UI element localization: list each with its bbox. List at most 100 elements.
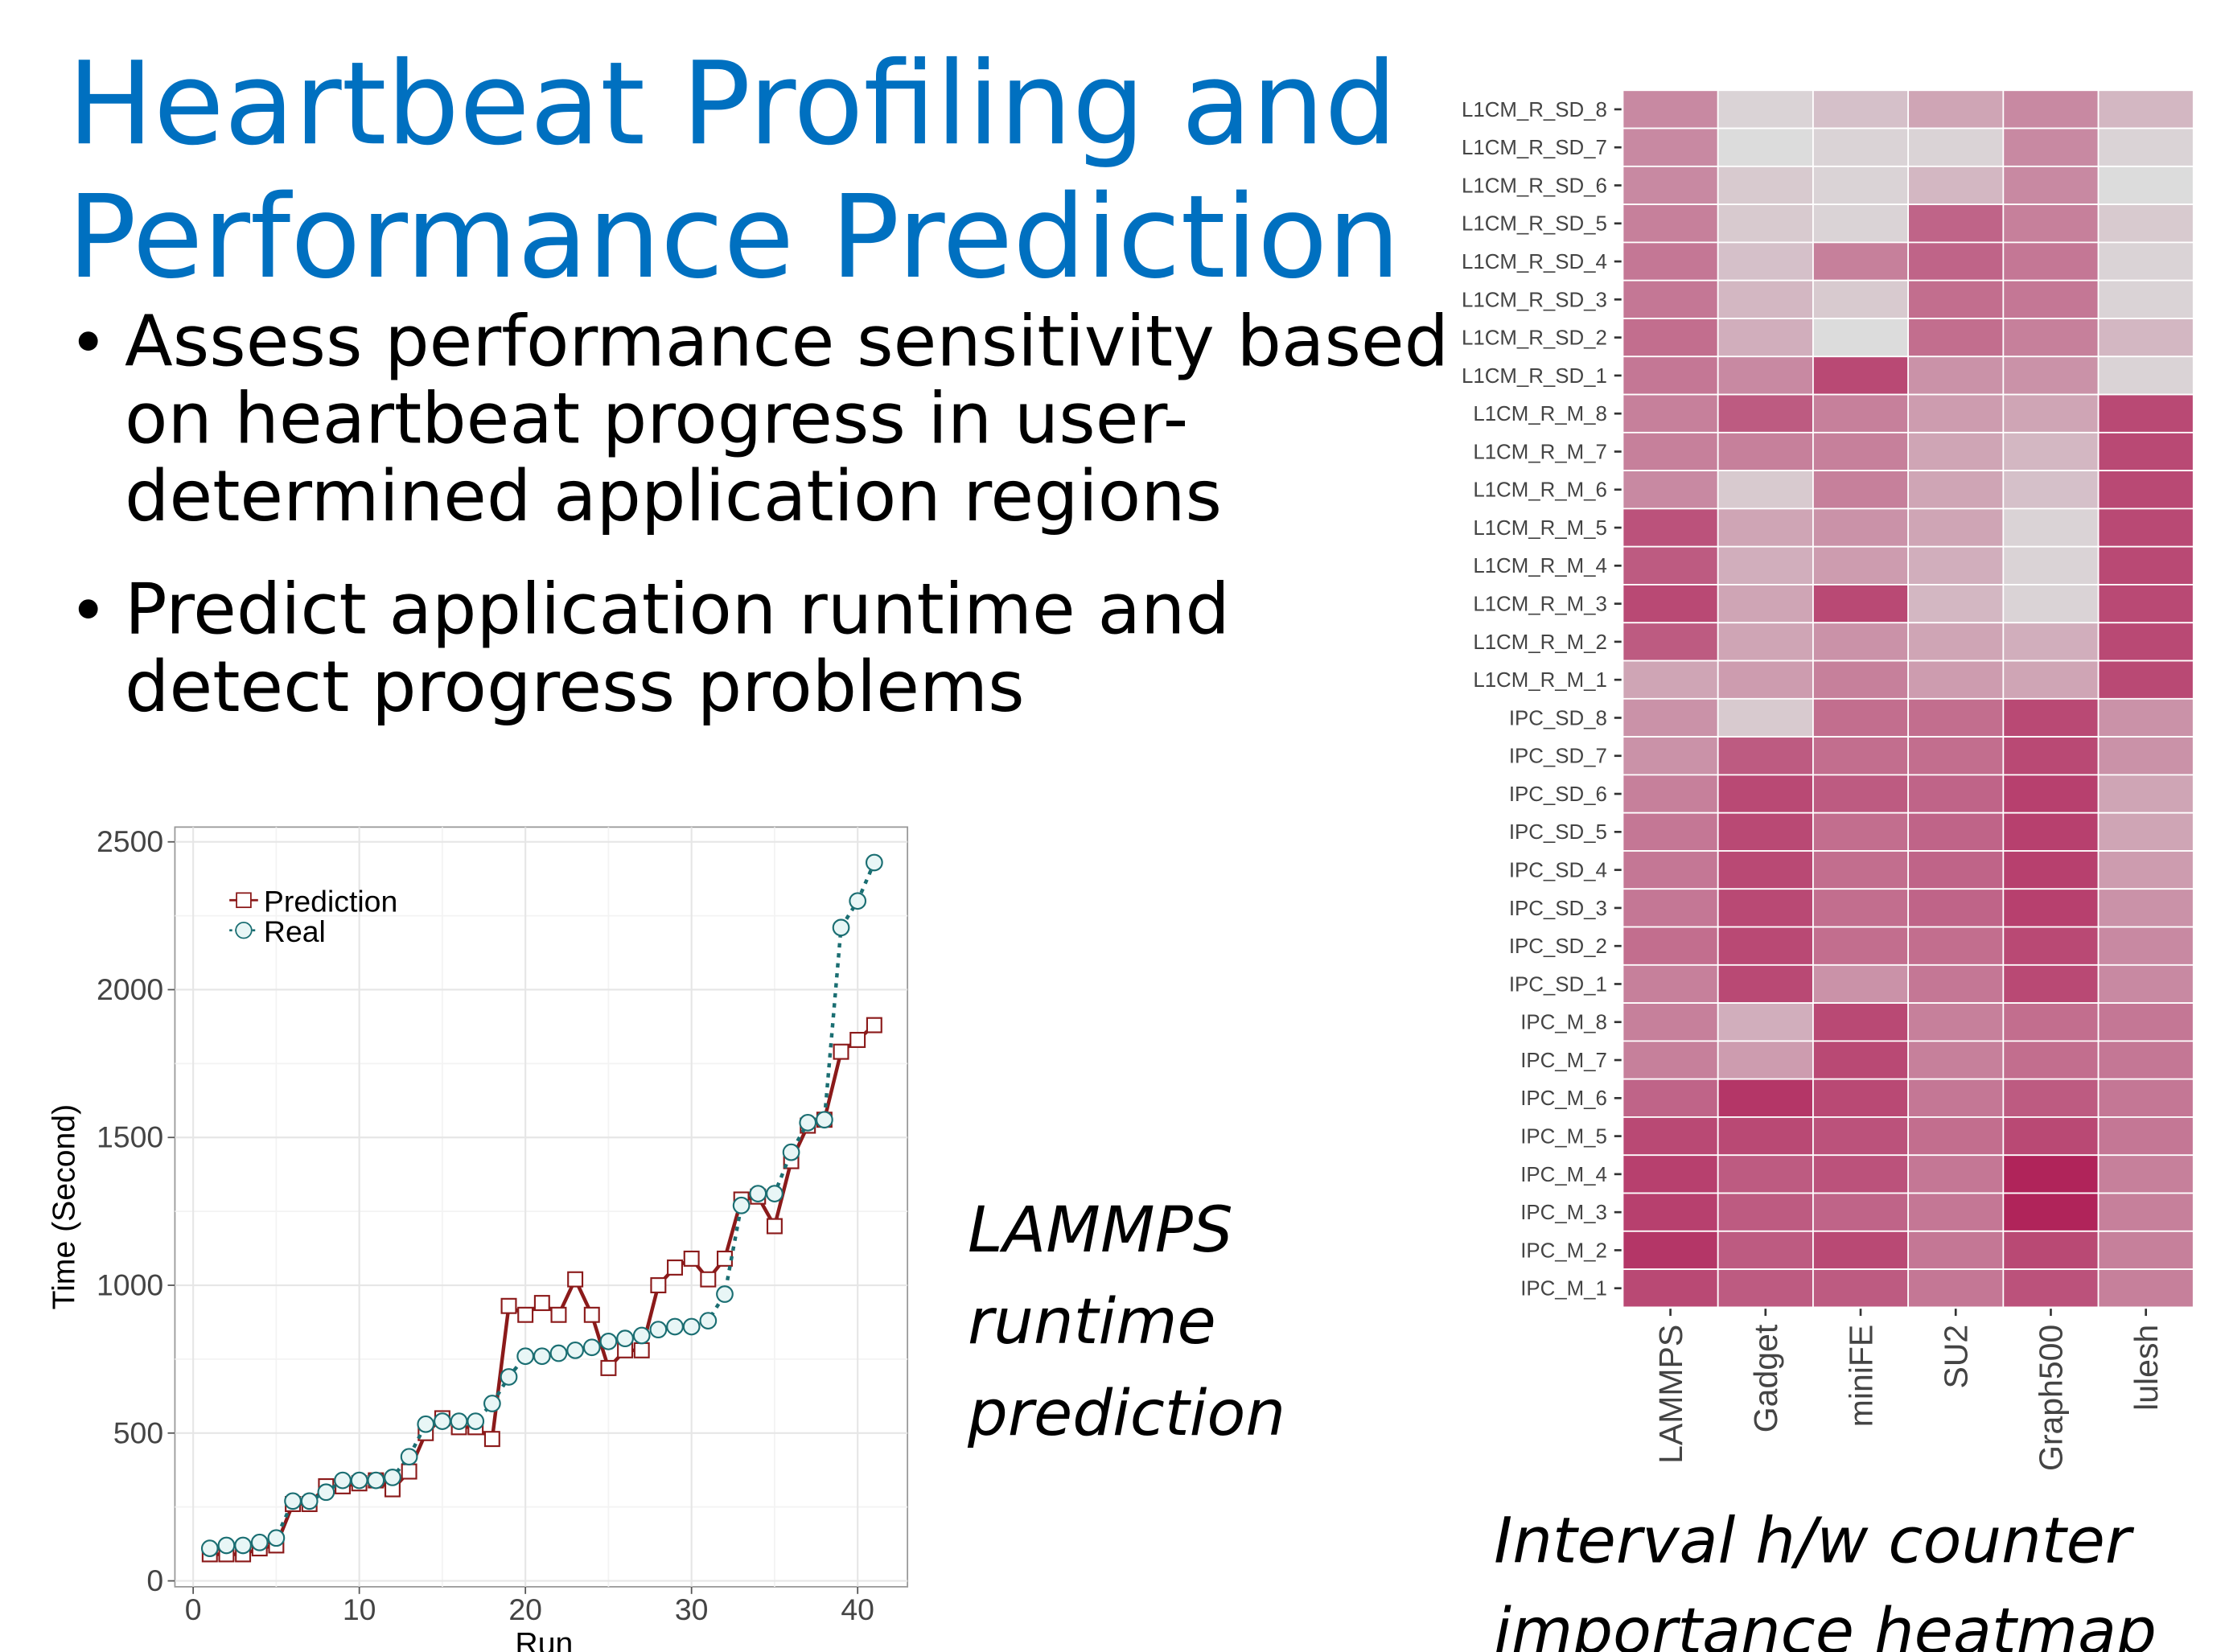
marker [833, 1043, 849, 1060]
heatmap-cell [1717, 508, 1814, 548]
marker [649, 1321, 668, 1339]
heatmap-cell [1717, 355, 1814, 396]
heatmap-cell [1622, 393, 1719, 434]
x-tick-label: 10 [343, 1592, 376, 1626]
marker [384, 1469, 401, 1486]
heatmap-cell [1622, 1002, 1719, 1042]
heatmap-cell [1717, 697, 1814, 738]
heatmap-cell [1717, 888, 1814, 928]
heatmap-cell [1717, 1230, 1814, 1270]
heatmap-cell [1717, 1002, 1814, 1042]
heatmap-cell [1717, 431, 1814, 472]
y-tick-label: 1500 [97, 1120, 163, 1154]
bullet-text: Predict application runtime and [125, 569, 1230, 651]
heatmap-cell [1812, 1154, 1910, 1194]
y-tick-label: IPC_SD_2 [1509, 935, 1607, 958]
heatmap-cell [1812, 926, 1910, 966]
heatmap-cell [1907, 470, 2005, 510]
marker [667, 1259, 684, 1276]
marker [632, 1326, 651, 1345]
heatmap-cell [2002, 393, 2100, 434]
y-tick-label: 2500 [97, 824, 163, 858]
heatmap-cell [2097, 89, 2194, 129]
marker [300, 1492, 319, 1510]
heatmap-cell [2002, 622, 2100, 662]
heatmap-cell [2002, 660, 2100, 700]
marker [500, 1368, 518, 1386]
heatmap-cell [1812, 165, 1910, 206]
heatmap-cell [1717, 89, 1814, 129]
x-tick-label: miniFE [1842, 1325, 1879, 1428]
y-tick-label: L1CM_R_M_7 [1473, 441, 1607, 463]
heatmap-cell [2002, 279, 2100, 319]
heatmap-cell [2097, 697, 2194, 738]
marker [650, 1277, 667, 1294]
y-tick-label: 0 [146, 1564, 163, 1597]
heatmap-cell [1622, 165, 1719, 206]
heatmap-cell [1622, 203, 1719, 244]
marker [567, 1271, 584, 1288]
heatmap-cell [1907, 584, 2005, 624]
heatmap-cell [2097, 127, 2194, 167]
marker [866, 1017, 882, 1034]
x-tick-label: 20 [508, 1592, 542, 1626]
heatmap-cell [2002, 89, 2100, 129]
y-tick-label: IPC_M_1 [1520, 1278, 1607, 1301]
marker [682, 1317, 701, 1336]
heatmap-cell [2002, 926, 2100, 966]
y-tick-label: 500 [113, 1416, 163, 1449]
y-tick-label: IPC_SD_1 [1509, 973, 1607, 996]
y-axis-label: Time (Second) [47, 1104, 82, 1310]
marker [549, 1344, 568, 1362]
y-tick-label: IPC_SD_5 [1509, 821, 1607, 844]
heatmap-cell [2097, 318, 2194, 358]
heatmap-cell [1907, 660, 2005, 700]
heatmap-cell [1812, 393, 1910, 434]
heatmap-cell [1622, 1078, 1719, 1118]
marker [317, 1483, 335, 1502]
marker [200, 1539, 219, 1558]
marker [599, 1332, 618, 1350]
heatmap-cell [2097, 660, 2194, 700]
heatmap-cell [2002, 964, 2100, 1004]
heatmap-cell [2002, 774, 2100, 814]
heatmap-cell [1907, 888, 2005, 928]
heatmap-cell [2097, 1268, 2194, 1309]
heatmap-cell [2097, 393, 2194, 434]
y-tick-label: IPC_SD_6 [1509, 783, 1607, 806]
heatmap-cell [2097, 355, 2194, 396]
heatmap-cell [2002, 736, 2100, 776]
heatmap-cell [1812, 279, 1910, 319]
y-tick-label: IPC_M_8 [1520, 1012, 1607, 1034]
marker [517, 1306, 534, 1323]
marker [516, 1347, 535, 1366]
marker [400, 1448, 418, 1466]
marker [865, 853, 883, 872]
heatmap-cell [2002, 1230, 2100, 1270]
heatmap-cell [2002, 888, 2100, 928]
heatmap-cell [1622, 812, 1719, 852]
caption: prediction [967, 1377, 1285, 1450]
y-tick-label: 1000 [97, 1268, 163, 1301]
heatmap-cell [1812, 736, 1910, 776]
marker [334, 1471, 352, 1490]
y-tick-label: IPC_SD_8 [1509, 707, 1607, 729]
heatmap-cell [1622, 1230, 1719, 1270]
heatmap-cell [1717, 774, 1814, 814]
heatmap-cell [2097, 926, 2194, 966]
heatmap-cell [2097, 241, 2194, 281]
x-tick-label: lulesh [2128, 1325, 2165, 1411]
marker [533, 1295, 550, 1312]
marker [849, 1031, 866, 1048]
heatmap-cell [1907, 1154, 2005, 1194]
heatmap-cell [1907, 774, 2005, 814]
heatmap-cell [1622, 697, 1719, 738]
heatmap-cell [1812, 1268, 1910, 1309]
heatmap-cell [1812, 850, 1910, 890]
heatmap-cell [1622, 318, 1719, 358]
legend-label: Prediction [264, 884, 397, 918]
heatmap-cell [1907, 1192, 2005, 1232]
heatmap-cell [1907, 318, 2005, 358]
marker [467, 1412, 485, 1430]
